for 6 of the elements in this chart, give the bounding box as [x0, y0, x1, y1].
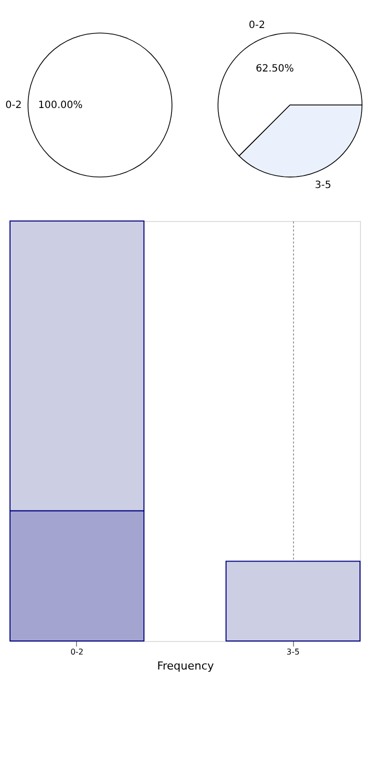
data-label: 62.50% [256, 63, 294, 74]
x-axis-title: Frequency [157, 660, 214, 672]
slice-label: 0-2 [5, 100, 22, 111]
slice-label: 3-5 [314, 180, 332, 191]
slice-label: 0-2 [248, 20, 266, 32]
data-label: 100.00% [38, 100, 83, 111]
